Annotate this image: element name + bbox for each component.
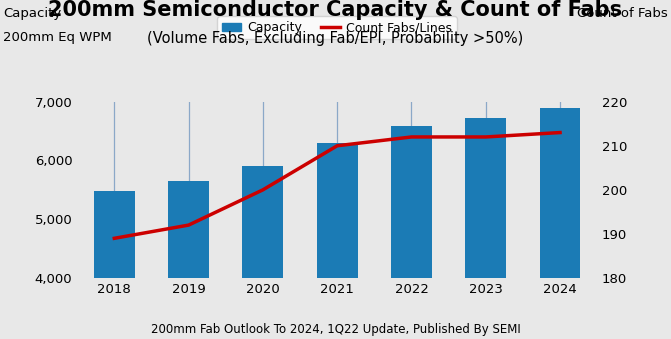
Bar (317, 143, 358, 339)
Bar (465, 118, 506, 339)
Bar (539, 107, 580, 339)
Text: 200mm Semiconductor Capacity & Count of Fabs: 200mm Semiconductor Capacity & Count of … (48, 0, 623, 20)
Text: 200mm Eq WPM: 200mm Eq WPM (3, 31, 112, 43)
Bar (242, 166, 283, 339)
Bar (391, 126, 432, 339)
Text: 200mm Fab Outlook To 2024, 1Q22 Update, Published By SEMI: 200mm Fab Outlook To 2024, 1Q22 Update, … (150, 323, 521, 336)
Bar (168, 181, 209, 339)
Text: Capacity: Capacity (3, 7, 62, 20)
Bar (94, 191, 135, 339)
Text: Count of Fabs: Count of Fabs (577, 7, 668, 20)
Text: (Volume Fabs, Excluding Fab/EPI, Probability >50%): (Volume Fabs, Excluding Fab/EPI, Probabi… (148, 31, 523, 45)
Legend: Capacity, Count Fabs/Lines: Capacity, Count Fabs/Lines (217, 16, 457, 39)
